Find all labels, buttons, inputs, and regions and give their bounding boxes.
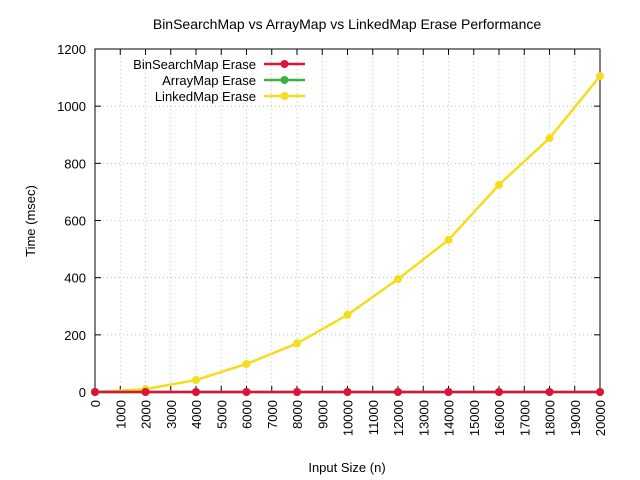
data-point — [495, 180, 503, 189]
legend-label: LinkedMap Erase — [155, 89, 256, 104]
data-point — [242, 388, 251, 396]
x-tick-label: 14000 — [442, 400, 457, 436]
data-point — [394, 388, 402, 396]
x-tick-label: 4000 — [189, 400, 204, 429]
x-tick-label: 8000 — [290, 400, 305, 429]
x-tick-label: 15000 — [467, 400, 482, 436]
grid — [95, 49, 600, 392]
data-point — [495, 388, 503, 396]
y-tick-label: 0 — [79, 385, 86, 400]
data-point — [545, 388, 554, 396]
series-layer — [91, 72, 604, 396]
data-point — [394, 275, 402, 284]
legend-marker — [280, 60, 289, 68]
y-tick-label: 800 — [64, 156, 86, 171]
y-tick-label: 600 — [64, 214, 86, 229]
legend-marker — [280, 76, 289, 84]
data-point — [343, 310, 352, 319]
x-tick-label: 7000 — [265, 400, 280, 429]
data-point — [545, 134, 554, 143]
data-point — [444, 388, 453, 396]
data-point — [242, 359, 251, 368]
x-tick-label: 10000 — [341, 400, 356, 436]
x-axis-label: Input Size (n) — [308, 460, 385, 475]
x-tick-label: 20000 — [593, 400, 608, 436]
y-axis-label: Time (msec) — [23, 185, 38, 257]
data-point — [293, 388, 301, 396]
chart-title: BinSearchMap vs ArrayMap vs LinkedMap Er… — [153, 16, 541, 32]
x-tick-label: 9000 — [315, 400, 330, 429]
x-tick-label: 18000 — [543, 400, 558, 436]
legend-label: BinSearchMap Erase — [133, 57, 256, 72]
legend-label: ArrayMap Erase — [162, 73, 256, 88]
x-tick-label: 2000 — [139, 400, 154, 429]
data-point — [141, 388, 150, 396]
y-tick-label: 200 — [64, 328, 86, 343]
x-tick-label: 16000 — [492, 400, 507, 436]
legend-marker — [280, 92, 289, 100]
x-tick-label: 17000 — [517, 400, 532, 436]
y-tick-label: 1000 — [57, 99, 86, 114]
y-tick-label: 400 — [64, 271, 86, 286]
x-tick-label: 1000 — [113, 400, 128, 429]
x-tick-label: 12000 — [391, 400, 406, 436]
data-point — [343, 388, 352, 396]
x-tick-label: 0 — [88, 400, 103, 407]
y-tick-label: 1200 — [57, 42, 86, 57]
data-point — [444, 235, 453, 244]
x-tick-label: 5000 — [214, 400, 229, 429]
data-point — [596, 72, 604, 81]
x-tick-label: 19000 — [568, 400, 583, 436]
x-tick-label: 6000 — [240, 400, 255, 429]
x-tick-label: 13000 — [416, 400, 431, 436]
data-point — [91, 388, 99, 396]
data-point — [192, 388, 200, 396]
data-point — [596, 388, 604, 396]
data-point — [293, 339, 301, 348]
x-tick-label: 3000 — [164, 400, 179, 429]
x-tick-label: 11000 — [366, 400, 381, 435]
data-point — [192, 375, 200, 384]
